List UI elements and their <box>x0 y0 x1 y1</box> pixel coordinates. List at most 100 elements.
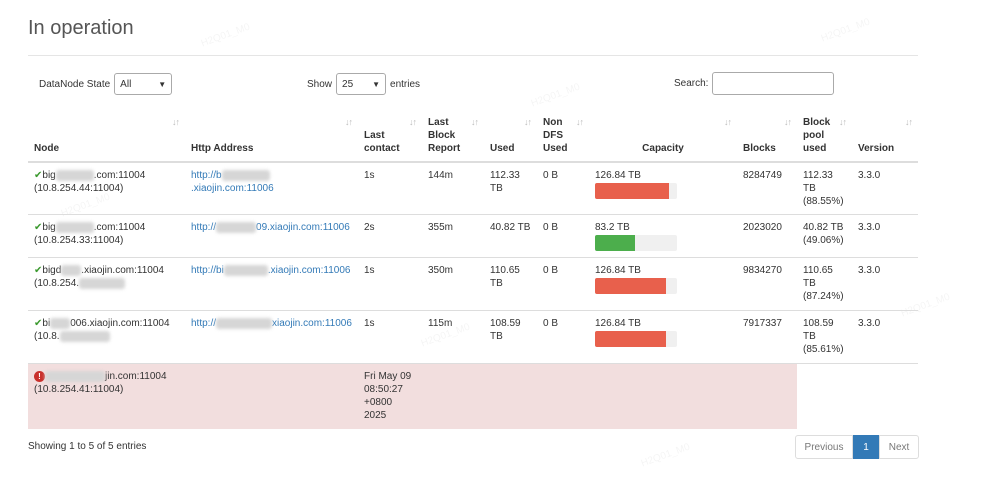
blocks-cell: 9834270 <box>737 257 797 311</box>
search-input[interactable] <box>712 72 835 95</box>
check-icon: ✔ <box>34 222 43 233</box>
empty-cell <box>422 363 484 429</box>
sort-icon: ↓↑ <box>345 117 353 127</box>
sort-icon: ↓↑ <box>576 117 584 127</box>
column-header-used[interactable]: ↓↑ Used <box>484 112 537 163</box>
block-pool-used-cell: 110.65 TB (87.24%) <box>797 257 852 311</box>
sort-icon: ↓↑ <box>784 117 792 127</box>
watermark: H2Q01_M0 <box>640 442 692 470</box>
watermark: H2Q01_M0 <box>200 22 252 50</box>
datanode-state-value: All <box>120 78 132 90</box>
last-block-report-cell: 350m <box>422 257 484 311</box>
capacity-bar <box>595 235 677 251</box>
table-row: ✔big .com:11004 (10.8.254.33:11004) http:/… <box>28 214 918 258</box>
capacity-value: 83.2 TB <box>595 222 630 233</box>
blocks-cell: 8284749 <box>737 161 797 215</box>
http-address-cell <box>185 363 358 429</box>
redacted-text <box>55 169 94 181</box>
http-address-link[interactable]: http://bi .xiaojin.com:11006 <box>191 264 351 276</box>
table-row: ✔bigd .xiaojin.com:11004 (10.8.254. http:/… <box>28 257 918 311</box>
node-cell: ✔bigd .xiaojin.com:11004 (10.8.254. <box>28 257 185 311</box>
redacted-text <box>50 317 71 329</box>
page-length-select[interactable]: 25 ▼ <box>336 73 387 95</box>
http-address-link[interactable]: http://xiaojin.com:11006 <box>191 317 352 329</box>
block-pool-used-cell: 40.82 TB (49.06%) <box>797 214 852 258</box>
redacted-text <box>59 330 110 342</box>
datanode-state-select[interactable]: All ▼ <box>114 73 173 95</box>
used-cell: 112.33 TB <box>484 161 537 215</box>
column-header-capacity[interactable]: ↓↑ Capacity <box>589 112 737 163</box>
block-pool-used-cell: 108.59 TB (85.61%) <box>797 310 852 364</box>
last-block-report-cell: 115m <box>422 310 484 364</box>
http-address-link[interactable]: http://09.xiaojin.com:11006 <box>191 221 350 233</box>
table-row: ✔bi 006.xiaojin.com:11004 (10.8. http://xi… <box>28 310 918 364</box>
sort-icon: ↓↑ <box>839 117 847 127</box>
empty-cell <box>737 363 797 429</box>
check-icon: ✔ <box>34 318 43 329</box>
version-cell: 3.3.0 <box>852 161 918 215</box>
used-cell: 110.65 TB <box>484 257 537 311</box>
capacity-bar-fill <box>595 235 636 251</box>
last-contact-cell: Fri May 09 08:50:27 +0800 2025 <box>358 363 422 429</box>
watermark: H2Q01_M0 <box>820 17 872 45</box>
empty-cell <box>484 363 537 429</box>
version-cell: 3.3.0 <box>852 310 918 364</box>
column-header-node[interactable]: ↓↑ Node <box>28 112 185 163</box>
used-cell: 108.59 TB <box>484 310 537 364</box>
capacity-cell: 126.84 TB <box>589 257 737 311</box>
capacity-bar <box>595 331 677 347</box>
non-dfs-used-cell: 0 B <box>537 161 589 215</box>
version-cell: 3.3.0 <box>852 257 918 311</box>
redacted-text <box>216 317 273 329</box>
check-icon: ✔ <box>34 170 43 181</box>
column-header-non-dfs-used[interactable]: ↓↑ Non DFS Used <box>537 112 589 163</box>
datanode-table: ↓↑ Node ↓↑ Http Address ↓↑ Last contact ↓↑ L… <box>28 112 918 429</box>
entries-label: entries <box>390 78 421 90</box>
check-icon: ✔ <box>34 265 43 276</box>
column-header-version[interactable]: ↓↑ Version <box>852 112 918 163</box>
non-dfs-used-cell: 0 B <box>537 214 589 258</box>
column-header-last-contact[interactable]: ↓↑ Last contact <box>358 112 422 163</box>
capacity-cell: 126.84 TB <box>589 310 737 364</box>
column-header-blocks[interactable]: ↓↑ Blocks <box>737 112 797 163</box>
redacted-text <box>61 264 82 276</box>
chevron-down-icon: ▼ <box>372 79 381 89</box>
capacity-bar <box>595 183 677 199</box>
last-block-report-cell: 355m <box>422 214 484 258</box>
http-address-cell: http://09.xiaojin.com:11006 <box>185 214 358 258</box>
search-control: Search: <box>674 72 835 95</box>
redacted-text <box>55 221 94 233</box>
capacity-value: 126.84 TB <box>595 170 641 181</box>
non-dfs-used-cell: 0 B <box>537 257 589 311</box>
column-header-last-block-report[interactable]: ↓↑ Last Block Report <box>422 112 484 163</box>
table-row: ✔big .com:11004 (10.8.254.44:11004) http:/… <box>28 161 918 215</box>
capacity-bar <box>595 278 677 294</box>
last-contact-cell: 1s <box>358 310 422 364</box>
chevron-down-icon: ▼ <box>158 79 167 89</box>
next-page-button[interactable]: Next <box>879 435 919 459</box>
page-1-button[interactable]: 1 <box>853 435 879 459</box>
http-address-link[interactable]: http://b.xiaojin.com:11006 <box>191 169 274 194</box>
column-header-block-pool-used[interactable]: ↓↑ Block pool used <box>797 112 852 163</box>
sort-icon: ↓↑ <box>409 117 417 127</box>
node-cell: ! jin.com:11004 (10.8.254.41:11004) <box>28 363 185 429</box>
previous-page-button[interactable]: Previous <box>795 435 853 459</box>
http-address-cell: http://bi .xiaojin.com:11006 <box>185 257 358 311</box>
sort-icon: ↓↑ <box>524 117 532 127</box>
capacity-bar-fill <box>595 331 666 347</box>
table-row-dead: ! jin.com:11004 (10.8.254.41:11004) Fri Ma… <box>28 363 918 429</box>
redacted-text <box>221 169 270 181</box>
empty-cell <box>589 363 737 429</box>
capacity-cell: 83.2 TB <box>589 214 737 258</box>
last-contact-cell: 2s <box>358 214 422 258</box>
empty-cell <box>797 363 852 429</box>
capacity-cell: 126.84 TB <box>589 161 737 215</box>
empty-cell <box>537 363 589 429</box>
capacity-value: 126.84 TB <box>595 318 641 329</box>
page-title: In operation <box>28 17 134 39</box>
last-contact-cell: 1s <box>358 161 422 215</box>
column-header-http-address[interactable]: ↓↑ Http Address <box>185 112 358 163</box>
last-contact-cell: 1s <box>358 257 422 311</box>
datanode-state-filter: DataNode State All ▼ <box>39 73 173 95</box>
empty-cell <box>852 363 918 429</box>
